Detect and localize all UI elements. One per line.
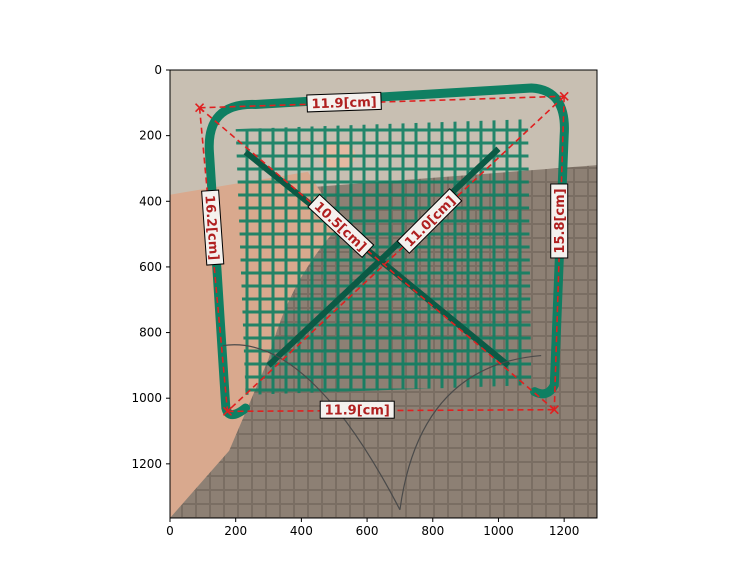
y-axis: 0 200 400 600 800 1000 1200 xyxy=(131,63,170,471)
measurement-label: 15.8[cm] xyxy=(550,183,569,259)
label-box xyxy=(306,91,382,113)
corner-marker-top-right xyxy=(559,91,569,101)
measurement-line xyxy=(199,95,565,109)
measurement-label: 11.9[cm] xyxy=(319,400,395,419)
label-text: 15.8[cm] xyxy=(553,188,568,253)
measurement-line xyxy=(553,96,565,410)
y-tick-label: 1000 xyxy=(131,391,162,405)
y-tick-label: 0 xyxy=(154,63,162,77)
y-tick-label: 800 xyxy=(139,326,162,340)
corner-marker-top-left xyxy=(194,103,205,113)
label-box xyxy=(550,183,569,259)
label-text: 11.9[cm] xyxy=(311,95,377,112)
label-box xyxy=(201,189,225,266)
cable xyxy=(222,344,542,511)
measurement-line xyxy=(226,95,565,412)
label-box xyxy=(319,400,395,419)
axes-frame xyxy=(169,69,598,519)
y-tick-label: 1200 xyxy=(131,457,162,471)
y-tick-label: 200 xyxy=(139,129,162,143)
measurement-label: 16.2[cm] xyxy=(201,189,225,266)
x-tick-label: 800 xyxy=(421,524,444,538)
x-tick-label: 200 xyxy=(224,524,247,538)
label-text: 11.9[cm] xyxy=(325,404,390,419)
label-text: 16.2[cm] xyxy=(201,195,221,261)
corner-markers xyxy=(194,91,569,416)
measurement-line xyxy=(199,107,555,411)
measurement-label: 11.9[cm] xyxy=(306,91,382,113)
label-box xyxy=(307,193,375,259)
x-tick-label: 1200 xyxy=(549,524,580,538)
y-tick-label: 600 xyxy=(139,260,162,274)
x-tick-label: 0 xyxy=(166,524,174,538)
x-tick-label: 1000 xyxy=(483,524,514,538)
corner-marker-bottom-left xyxy=(222,406,233,416)
corner-marker-bottom-right xyxy=(549,405,559,415)
label-box xyxy=(396,188,463,254)
x-axis: 0 200 400 600 800 1000 1200 xyxy=(166,518,579,538)
basket-ribs xyxy=(243,146,511,368)
y-tick-label: 400 xyxy=(139,194,162,208)
x-tick-label: 400 xyxy=(290,524,313,538)
x-tick-label: 600 xyxy=(356,524,379,538)
